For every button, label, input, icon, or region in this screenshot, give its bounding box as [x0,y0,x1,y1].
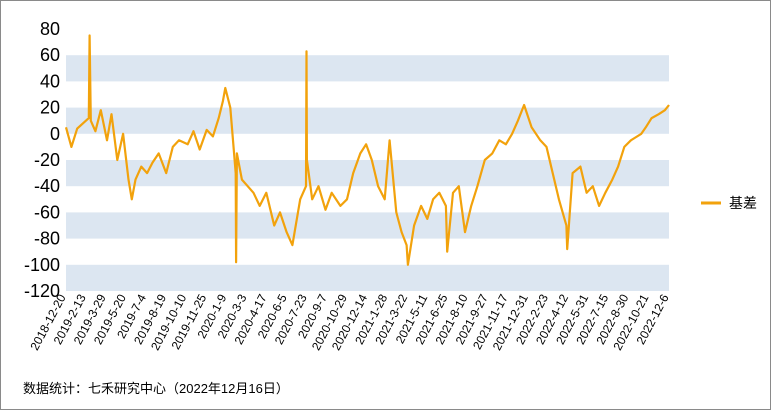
grid-band [66,160,669,187]
source-note: 数据统计：七禾研究中心（2022年12月16日） [23,381,289,396]
y-tick-label: 80 [40,19,60,39]
grid-bands [66,55,669,291]
y-tick-label: 60 [40,45,60,65]
y-tick-label: -100 [24,255,60,275]
series-line-basis [64,34,670,266]
x-axis-ticks: 2018-12-202019-2-132019-3-292019-5-20201… [27,292,671,353]
y-tick-label: -80 [34,229,60,249]
y-tick-label: 20 [40,98,60,118]
grid-band [66,55,669,82]
y-tick-label: -60 [34,202,60,222]
y-tick-label: -120 [24,281,60,301]
y-tick-label: 0 [50,124,60,144]
legend: 基差 [701,195,757,211]
grid-band [66,212,669,239]
y-tick-label: 40 [40,71,60,91]
grid-band [66,107,669,134]
y-tick-label: -20 [34,150,60,170]
y-tick-label: -40 [34,176,60,196]
y-axis-ticks: 80 60 40 20 0 -20 -40 -60 -80 -100 -120 [24,19,60,301]
legend-label-basis: 基差 [729,195,757,211]
grid-band [66,264,669,291]
